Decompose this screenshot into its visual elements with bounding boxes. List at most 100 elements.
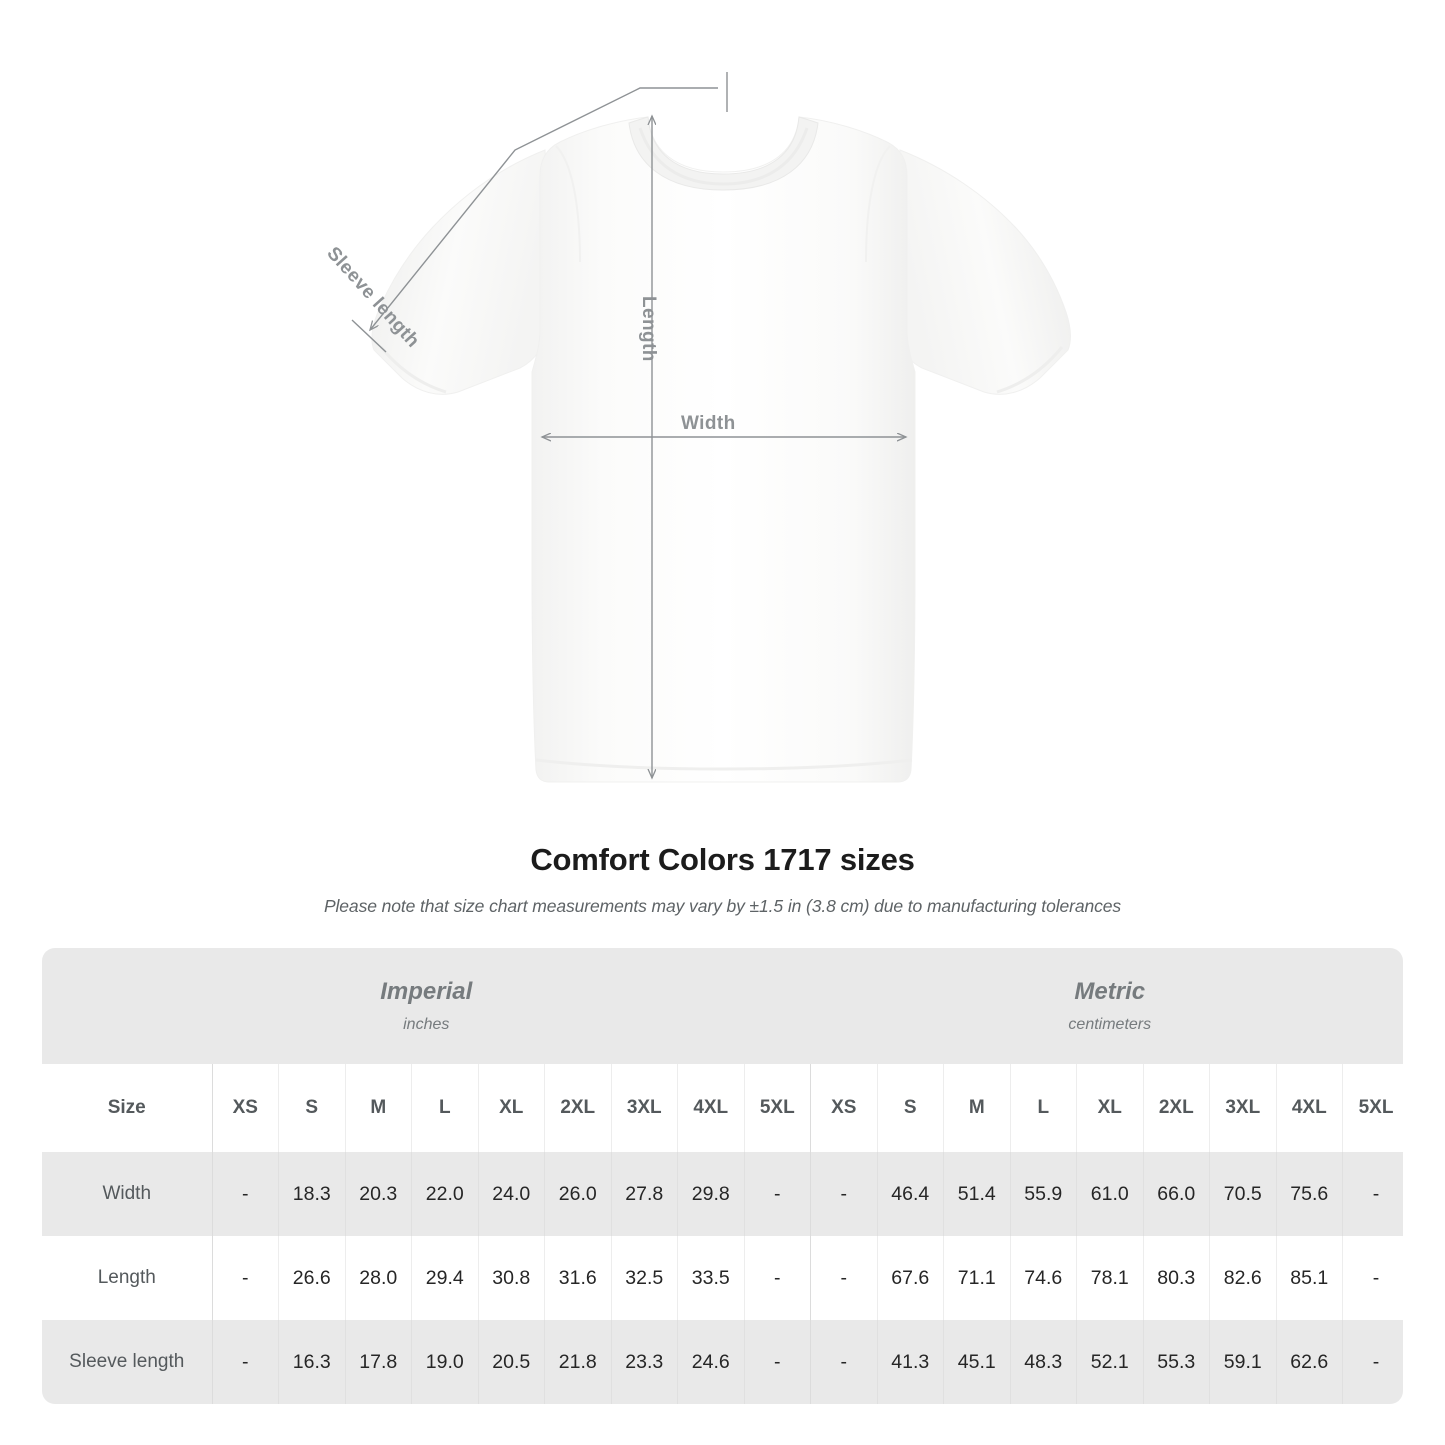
tshirt-silhouette [371,116,1071,783]
table-row: Width - 18.3 20.3 22.0 24.0 26.0 27.8 29… [42,1152,1403,1236]
cell-width-metric-4xl: 75.6 [1275,1152,1343,1236]
cell-length-metric-l: 74.6 [1009,1236,1077,1320]
column-header-imperial-m: M [344,1064,412,1152]
cell-width-metric-xl: 61.0 [1076,1152,1144,1236]
cell-length-imperial-4xl: 33.5 [677,1236,744,1320]
cell-sleeve-imperial-2xl: 21.8 [544,1320,611,1404]
cell-length-imperial-xl: 30.8 [477,1236,545,1320]
cell-sleeve-imperial-m: 17.8 [344,1320,412,1404]
length-label: Length [638,296,659,362]
table-row: Length - 26.6 28.0 29.4 30.8 31.6 32.5 3… [42,1236,1403,1320]
cell-length-metric-xl: 78.1 [1076,1236,1144,1320]
cell-length-imperial-2xl: 31.6 [544,1236,611,1320]
cell-sleeve-imperial-xs: - [211,1320,279,1404]
cell-sleeve-imperial-3xl: 23.3 [610,1320,678,1404]
cell-width-imperial-2xl: 26.0 [544,1152,611,1236]
column-header-metric-xl: XL [1076,1064,1144,1152]
right-sleeve-hem [996,346,1064,394]
cell-sleeve-imperial-l: 19.0 [411,1320,478,1404]
size-chart-table: Imperial inches Metric centimeters Size … [42,948,1403,1404]
cell-width-metric-l: 55.9 [1009,1152,1077,1236]
column-header-metric-s: S [876,1064,944,1152]
cell-length-metric-s: 67.6 [876,1236,944,1320]
cell-width-imperial-xs: - [211,1152,279,1236]
cell-length-imperial-s: 26.6 [278,1236,345,1320]
bottom-hem [535,758,913,771]
sleeve-length-end-tick [351,319,387,353]
unit-sub-metric: centimeters [1068,1016,1152,1034]
cell-width-imperial-m: 20.3 [344,1152,412,1236]
cell-sleeve-metric-s: 41.3 [876,1320,944,1404]
cell-width-metric-xs: - [810,1152,878,1236]
cell-length-imperial-l: 29.4 [411,1236,478,1320]
cell-width-imperial-4xl: 29.8 [677,1152,744,1236]
column-header-metric-2xl: 2XL [1142,1064,1210,1152]
cell-sleeve-metric-m: 45.1 [943,1320,1011,1404]
cell-length-metric-m: 71.1 [943,1236,1011,1320]
cell-width-imperial-3xl: 27.8 [610,1152,678,1236]
width-label: Width [681,413,736,434]
sleeve-length-arrow [370,87,718,330]
unit-name-metric: Metric [1074,978,1146,1006]
row-label-sleeve-length: Sleeve length [42,1320,213,1404]
right-shoulder-seam [865,145,891,263]
cell-sleeve-imperial-xl: 20.5 [477,1320,545,1404]
cell-length-metric-2xl: 80.3 [1142,1236,1210,1320]
right-sleeve [897,149,1071,395]
cell-width-imperial-5xl: - [743,1152,812,1236]
cell-sleeve-metric-xs: - [810,1320,878,1404]
left-shoulder-seam [555,145,581,263]
tolerance-note: Please note that size chart measurements… [323,896,1122,916]
cell-width-imperial-s: 18.3 [278,1152,345,1236]
tshirt-illustration [351,72,1071,783]
title-block: Comfort Colors 1717 sizes Please note th… [0,842,1445,917]
unit-sub-imperial: inches [403,1016,450,1034]
row-label-length: Length [42,1236,213,1320]
column-header-imperial-4xl: 4XL [677,1064,744,1152]
column-header-imperial-l: L [411,1064,478,1152]
cell-sleeve-imperial-5xl: - [743,1320,812,1404]
shirt-body [531,116,916,783]
left-sleeve [371,149,547,395]
unit-section-metric: Metric centimeters [810,948,1403,1064]
tshirt-diagram: Sleeve length Length Width [322,72,1071,783]
cell-width-metric-3xl: 70.5 [1209,1152,1277,1236]
cell-sleeve-imperial-s: 16.3 [278,1320,345,1404]
column-header-imperial-2xl: 2XL [544,1064,611,1152]
unit-banner-row: Imperial inches Metric centimeters [42,948,1403,1064]
cell-length-metric-3xl: 82.6 [1209,1236,1277,1320]
cell-width-metric-2xl: 66.0 [1142,1152,1210,1236]
column-header-imperial-xs: XS [211,1064,279,1152]
cell-width-imperial-l: 22.0 [411,1152,478,1236]
cell-sleeve-imperial-4xl: 24.6 [677,1320,744,1404]
cell-width-metric-s: 46.4 [876,1152,944,1236]
cell-length-metric-4xl: 85.1 [1275,1236,1343,1320]
column-header-metric-l: L [1009,1064,1077,1152]
table-row: Sleeve length - 16.3 17.8 19.0 20.5 21.8… [42,1320,1403,1404]
column-header-metric-3xl: 3XL [1209,1064,1277,1152]
cell-length-imperial-m: 28.0 [344,1236,412,1320]
cell-width-imperial-xl: 24.0 [477,1152,545,1236]
row-label-width: Width [42,1152,213,1236]
page-title: Comfort Colors 1717 sizes [530,842,915,877]
cell-width-metric-5xl: - [1342,1152,1403,1236]
measurement-annotations [351,72,906,778]
cell-sleeve-metric-5xl: - [1342,1320,1403,1404]
column-header-metric-5xl: 5XL [1342,1064,1403,1152]
unit-section-imperial: Imperial inches [42,948,811,1064]
left-sleeve-hem [379,346,447,394]
column-header-metric-m: M [943,1064,1011,1152]
column-header-metric-4xl: 4XL [1275,1064,1343,1152]
cell-sleeve-metric-l: 48.3 [1009,1320,1077,1404]
size-chart-table-wrapper: Imperial inches Metric centimeters Size … [42,948,1403,1404]
unit-name-imperial: Imperial [380,978,473,1006]
cell-length-imperial-3xl: 32.5 [610,1236,678,1320]
cell-sleeve-metric-4xl: 62.6 [1275,1320,1343,1404]
cell-length-imperial-xs: - [211,1236,279,1320]
column-header-imperial-xl: XL [477,1064,545,1152]
cell-length-metric-5xl: - [1342,1236,1403,1320]
cell-length-metric-xs: - [810,1236,878,1320]
column-header-imperial-s: S [278,1064,345,1152]
cell-length-imperial-5xl: - [743,1236,812,1320]
cell-sleeve-metric-xl: 52.1 [1076,1320,1144,1404]
